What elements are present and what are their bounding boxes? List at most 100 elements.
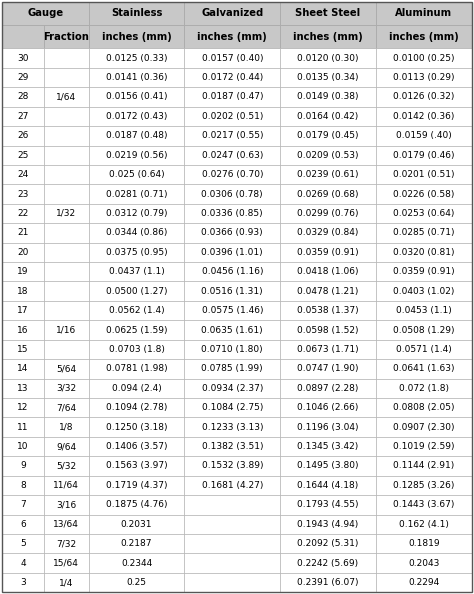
- Bar: [44, 107, 89, 126]
- Text: 0.0575 (1.46): 0.0575 (1.46): [201, 306, 263, 315]
- Text: 0.0201 (0.51): 0.0201 (0.51): [393, 170, 455, 179]
- Text: 0.1943 (4.94): 0.1943 (4.94): [297, 520, 359, 529]
- Text: 0.0934 (2.37): 0.0934 (2.37): [201, 384, 263, 393]
- Text: 0.0437 (1.1): 0.0437 (1.1): [109, 267, 164, 276]
- Text: 3/32: 3/32: [56, 384, 76, 393]
- Text: 0.0747 (1.90): 0.0747 (1.90): [297, 364, 359, 374]
- Bar: [280, 418, 376, 437]
- Bar: [44, 242, 89, 262]
- Text: 0.0562 (1.4): 0.0562 (1.4): [109, 306, 164, 315]
- Bar: [376, 514, 472, 534]
- Text: 0.2391 (6.07): 0.2391 (6.07): [297, 578, 359, 587]
- Text: 8: 8: [20, 481, 26, 490]
- Bar: [280, 242, 376, 262]
- Text: 0.1196 (3.04): 0.1196 (3.04): [297, 422, 359, 432]
- Text: 0.0219 (0.56): 0.0219 (0.56): [106, 151, 167, 160]
- Bar: [376, 495, 472, 514]
- Text: 0.1046 (2.66): 0.1046 (2.66): [297, 403, 359, 412]
- Text: 5: 5: [20, 539, 26, 548]
- Bar: [44, 223, 89, 242]
- Bar: [376, 282, 472, 301]
- Bar: [280, 437, 376, 456]
- Bar: [44, 340, 89, 359]
- Bar: [44, 165, 89, 184]
- Text: 0.0126 (0.32): 0.0126 (0.32): [393, 93, 455, 102]
- Bar: [376, 476, 472, 495]
- Text: 0.0375 (0.95): 0.0375 (0.95): [106, 248, 167, 257]
- Bar: [89, 534, 184, 554]
- Text: 0.0673 (1.71): 0.0673 (1.71): [297, 345, 359, 354]
- Text: 11/64: 11/64: [53, 481, 79, 490]
- Bar: [280, 25, 376, 48]
- Bar: [44, 534, 89, 554]
- Bar: [376, 398, 472, 418]
- Bar: [280, 126, 376, 146]
- Text: 0.0159 (.40): 0.0159 (.40): [396, 131, 452, 140]
- Text: 13/64: 13/64: [53, 520, 79, 529]
- Text: 0.1532 (3.89): 0.1532 (3.89): [201, 462, 263, 470]
- Text: 0.2187: 0.2187: [121, 539, 152, 548]
- Bar: [184, 126, 280, 146]
- Text: 0.0344 (0.86): 0.0344 (0.86): [106, 229, 167, 238]
- Text: 20: 20: [18, 248, 29, 257]
- Text: 0.1144 (2.91): 0.1144 (2.91): [393, 462, 455, 470]
- Text: Gauge: Gauge: [27, 8, 64, 18]
- Bar: [44, 398, 89, 418]
- Text: 0.1644 (4.18): 0.1644 (4.18): [297, 481, 359, 490]
- Bar: [89, 204, 184, 223]
- Bar: [44, 378, 89, 398]
- Bar: [2, 2, 89, 25]
- Text: 0.0641 (1.63): 0.0641 (1.63): [393, 364, 455, 374]
- Text: 0.0500 (1.27): 0.0500 (1.27): [106, 287, 167, 296]
- Text: 0.0172 (0.43): 0.0172 (0.43): [106, 112, 167, 121]
- Bar: [44, 25, 89, 48]
- Bar: [184, 204, 280, 223]
- Text: 0.0781 (1.98): 0.0781 (1.98): [106, 364, 167, 374]
- Text: 14: 14: [18, 364, 29, 374]
- Text: 0.1406 (3.57): 0.1406 (3.57): [106, 442, 167, 451]
- Text: 0.0598 (1.52): 0.0598 (1.52): [297, 326, 359, 334]
- Bar: [2, 107, 44, 126]
- Bar: [89, 320, 184, 340]
- Bar: [376, 25, 472, 48]
- Text: 15: 15: [17, 345, 29, 354]
- Bar: [44, 320, 89, 340]
- Bar: [89, 456, 184, 476]
- Bar: [280, 48, 376, 68]
- Text: 0.0456 (1.16): 0.0456 (1.16): [201, 267, 263, 276]
- Text: Fraction: Fraction: [43, 31, 89, 42]
- Text: 0.0187 (0.48): 0.0187 (0.48): [106, 131, 167, 140]
- Bar: [89, 48, 184, 68]
- Text: 22: 22: [18, 209, 28, 218]
- Bar: [376, 378, 472, 398]
- Bar: [376, 68, 472, 87]
- Text: 29: 29: [18, 73, 29, 82]
- Bar: [184, 282, 280, 301]
- Text: 0.0516 (1.31): 0.0516 (1.31): [201, 287, 263, 296]
- Text: 0.0359 (0.91): 0.0359 (0.91): [393, 267, 455, 276]
- Bar: [376, 437, 472, 456]
- Text: 0.0113 (0.29): 0.0113 (0.29): [393, 73, 455, 82]
- Bar: [89, 573, 184, 592]
- Text: 0.2344: 0.2344: [121, 558, 152, 568]
- Text: 0.2294: 0.2294: [408, 578, 439, 587]
- Text: 1/64: 1/64: [56, 93, 76, 102]
- Bar: [280, 68, 376, 87]
- Bar: [2, 25, 44, 48]
- Text: Aluminum: Aluminum: [395, 8, 452, 18]
- Text: 0.0141 (0.36): 0.0141 (0.36): [106, 73, 167, 82]
- Text: 0.0359 (0.91): 0.0359 (0.91): [297, 248, 359, 257]
- Text: 9: 9: [20, 462, 26, 470]
- Text: 0.0336 (0.85): 0.0336 (0.85): [201, 209, 263, 218]
- Text: 0.1382 (3.51): 0.1382 (3.51): [201, 442, 263, 451]
- Text: 0.1094 (2.78): 0.1094 (2.78): [106, 403, 167, 412]
- Bar: [376, 223, 472, 242]
- Bar: [280, 534, 376, 554]
- Text: 0.0253 (0.64): 0.0253 (0.64): [393, 209, 455, 218]
- Bar: [184, 359, 280, 378]
- Text: 0.0164 (0.42): 0.0164 (0.42): [297, 112, 359, 121]
- Text: 0.0172 (0.44): 0.0172 (0.44): [201, 73, 263, 82]
- Bar: [2, 146, 44, 165]
- Text: 0.1563 (3.97): 0.1563 (3.97): [106, 462, 167, 470]
- Bar: [89, 126, 184, 146]
